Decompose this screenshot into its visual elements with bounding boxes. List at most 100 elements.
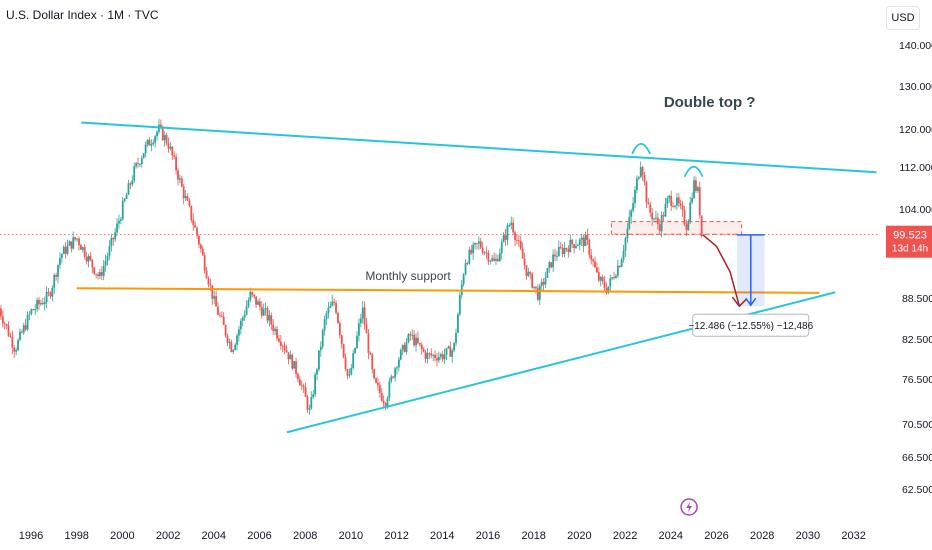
candle-body xyxy=(441,354,444,360)
candle-body xyxy=(453,342,456,351)
candle-body xyxy=(249,291,252,301)
candle-body xyxy=(224,325,227,336)
candle-body xyxy=(613,277,615,278)
candle-body xyxy=(658,224,661,232)
candle-body xyxy=(59,258,61,266)
candle-body xyxy=(696,187,699,192)
candle-body xyxy=(9,335,12,337)
candle-body xyxy=(422,349,425,352)
candle-body xyxy=(321,330,324,347)
candle-body xyxy=(74,237,77,240)
candle-body xyxy=(529,272,532,274)
neckline-zone[interactable] xyxy=(610,221,743,235)
time-tick-label: 1998 xyxy=(64,530,88,542)
candle-body xyxy=(137,163,139,165)
candle-body xyxy=(1,316,4,324)
candle-body xyxy=(335,302,337,313)
candle-body xyxy=(304,387,307,397)
time-axis[interactable] xyxy=(0,520,932,550)
candle-body xyxy=(245,306,248,315)
candle-body xyxy=(670,195,673,206)
candle-body xyxy=(47,291,50,293)
candle-body xyxy=(142,153,145,159)
candle-body xyxy=(569,239,572,253)
candle-body xyxy=(632,203,634,211)
currency-button[interactable]: USD xyxy=(886,6,920,30)
candle-body xyxy=(182,186,185,199)
candle-body xyxy=(179,178,181,180)
monthly-support-line[interactable] xyxy=(76,287,820,294)
candle-body xyxy=(243,314,246,318)
candle-body xyxy=(672,205,674,207)
candle-body xyxy=(403,344,406,352)
candle-body xyxy=(466,263,469,264)
candle-body xyxy=(497,258,499,262)
price-axis[interactable] xyxy=(880,0,932,550)
time-tick-label: 2020 xyxy=(567,530,591,542)
candle-body xyxy=(596,267,598,273)
candle-body xyxy=(333,301,336,303)
candle-body xyxy=(131,180,134,185)
lower-trendline[interactable] xyxy=(286,291,836,434)
candle-body xyxy=(637,177,640,179)
time-tick-label: 2010 xyxy=(339,530,363,542)
candle-body xyxy=(114,232,117,240)
candle-body xyxy=(68,241,71,246)
candle-body xyxy=(106,255,109,261)
candle-body xyxy=(698,187,701,216)
candle-body xyxy=(140,158,143,165)
candle-body xyxy=(218,314,221,316)
projection-path[interactable] xyxy=(702,234,741,307)
candle-body xyxy=(38,299,40,305)
time-tick-label: 2002 xyxy=(156,530,180,542)
time-tick-label: 2004 xyxy=(202,530,226,542)
candle-body xyxy=(643,175,646,183)
candle-body xyxy=(624,238,627,251)
candle-body xyxy=(173,155,176,157)
candle-body xyxy=(338,322,341,336)
candle-body xyxy=(628,216,631,229)
candle-body xyxy=(262,309,265,316)
candle-body xyxy=(420,344,423,350)
price-tick-label: 104.000 xyxy=(899,204,932,216)
upper-trendline[interactable] xyxy=(81,121,877,174)
candle-body xyxy=(655,217,657,219)
candle-body xyxy=(177,170,179,180)
candle-body xyxy=(382,400,385,404)
price-tick-label: 130.000 xyxy=(899,81,932,93)
candle-body xyxy=(447,346,450,349)
candle-body xyxy=(500,242,503,254)
time-tick-label: 2014 xyxy=(430,530,454,542)
candle-body xyxy=(203,255,206,271)
candle-body xyxy=(563,247,566,254)
candle-body xyxy=(66,245,69,254)
candle-body xyxy=(516,240,518,241)
candle-body xyxy=(51,287,54,297)
candle-body xyxy=(154,136,157,143)
candle-body xyxy=(622,250,625,260)
candle-body xyxy=(329,305,332,308)
current-price-tag[interactable] xyxy=(886,225,932,258)
candle-body xyxy=(521,248,524,259)
candle-body xyxy=(660,215,663,232)
candle-body xyxy=(367,333,370,353)
candle-body xyxy=(215,296,217,307)
time-tick-label: 2032 xyxy=(841,530,865,542)
candle-body xyxy=(477,241,480,244)
candle-body xyxy=(188,200,191,206)
candle-body xyxy=(112,237,115,240)
candle-body xyxy=(377,382,379,386)
candle-body xyxy=(238,329,240,336)
candle-body xyxy=(609,278,612,287)
candle-body xyxy=(369,352,372,355)
candle-body xyxy=(479,241,482,248)
candle-body xyxy=(417,337,419,344)
candle-body xyxy=(434,354,436,359)
time-tick-label: 2016 xyxy=(476,530,500,542)
candle-body xyxy=(232,349,235,352)
candle-body xyxy=(561,247,564,254)
candle-body xyxy=(167,143,170,149)
candle-body xyxy=(281,345,284,347)
candle-body xyxy=(352,353,355,369)
